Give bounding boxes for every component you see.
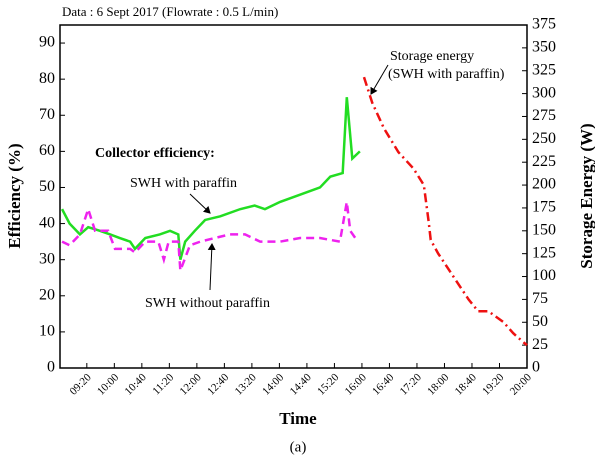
y2-tick-label: 300 xyxy=(532,84,556,101)
y-tick-label: 70 xyxy=(39,106,55,123)
y2-tick-label: 200 xyxy=(532,176,556,193)
y-tick-label: 30 xyxy=(39,250,55,267)
arrow xyxy=(207,243,216,291)
x-tick-label: 10:00 xyxy=(95,371,122,398)
annotation: SWH with paraffin xyxy=(130,176,237,191)
plot-frame xyxy=(59,24,528,369)
y-tick-label: 80 xyxy=(39,70,55,87)
annotation: SWH without paraffin xyxy=(145,296,270,311)
x-tick-label: 12:00 xyxy=(178,371,205,398)
x-tick-label: 18:40 xyxy=(453,371,480,398)
x-tick-label: 15:20 xyxy=(315,371,342,398)
x-tick-label: 20:00 xyxy=(508,371,535,398)
y2-tick-label: 25 xyxy=(532,336,548,353)
arrow xyxy=(189,193,211,214)
y2-tick-label: 100 xyxy=(532,267,556,284)
y-tick-label: 50 xyxy=(39,178,55,195)
arrow xyxy=(370,64,389,95)
y2-tick-label: 175 xyxy=(532,199,556,216)
y2-tick-label: 50 xyxy=(532,313,548,330)
x-tick-label: 14:00 xyxy=(260,371,287,398)
y2-tick-label: 125 xyxy=(532,244,556,261)
y2-tick-label: 250 xyxy=(532,130,556,147)
y-tick-label: 10 xyxy=(39,323,55,340)
x-tick-label: 17:20 xyxy=(398,371,425,398)
subtitle: (a) xyxy=(290,439,307,455)
y2-tick-label: 325 xyxy=(532,61,556,78)
y-tick-label: 40 xyxy=(39,214,55,231)
y2-tick-label: 225 xyxy=(532,153,556,170)
y-axis-label: Efficiency (%) xyxy=(5,143,24,248)
series-line xyxy=(362,76,528,347)
y2-tick-label: 275 xyxy=(532,107,556,124)
series-line xyxy=(61,201,359,271)
y-tick-label: 0 xyxy=(47,359,55,376)
x-tick-label: 14:40 xyxy=(288,371,315,398)
annotation: Storage energy xyxy=(390,49,474,64)
y2-tick-label: 75 xyxy=(532,290,548,307)
x-tick-label: 12:40 xyxy=(205,371,232,398)
y-tick-label: 20 xyxy=(39,286,55,303)
annotation: Collector efficiency: xyxy=(95,146,215,161)
x-tick-label: 16:00 xyxy=(343,371,370,398)
y2-tick-label: 375 xyxy=(532,16,556,33)
x-tick-label: 19:20 xyxy=(480,371,507,398)
annotation: (SWH with paraffin) xyxy=(388,67,505,82)
x-tick-label: 11:20 xyxy=(150,371,176,397)
y2-tick-label: 0 xyxy=(532,359,540,376)
x-tick-label: 16:40 xyxy=(370,371,397,398)
x-tick-label: 10:40 xyxy=(123,371,150,398)
x-tick-label: 18:00 xyxy=(425,371,452,398)
y2-tick-label: 150 xyxy=(532,221,556,238)
y2-axis-label: Storage Energy (W) xyxy=(577,123,595,268)
x-tick-label: 09:20 xyxy=(68,371,95,398)
series-line xyxy=(60,97,361,261)
y2-tick-label: 350 xyxy=(532,39,556,56)
x-axis-label: Time xyxy=(279,409,317,428)
chart-title: Data : 6 Sept 2017 (Flowrate : 0.5 L/min… xyxy=(62,4,278,19)
y-tick-label: 90 xyxy=(39,34,55,51)
y-tick-label: 60 xyxy=(39,142,55,159)
x-tick-label: 13:20 xyxy=(233,371,260,398)
